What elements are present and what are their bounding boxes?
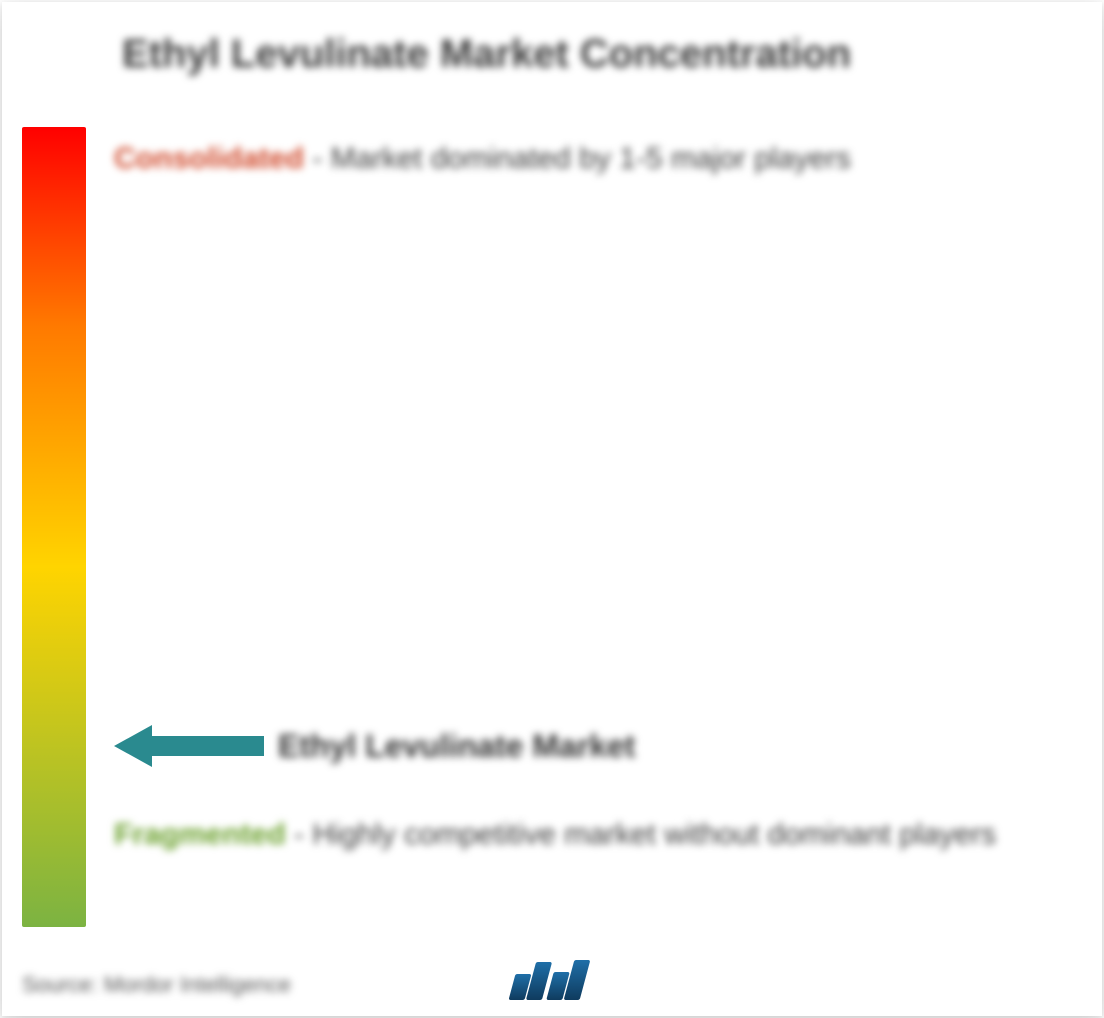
chart-card: Ethyl Levulinate Market Concentration Co… bbox=[2, 2, 1102, 1016]
market-position-label: Ethyl Levulinate Market bbox=[278, 728, 635, 765]
chart-title: Ethyl Levulinate Market Concentration bbox=[122, 32, 1062, 77]
fragmented-description: Fragmented - Highly competitive market w… bbox=[114, 809, 1022, 860]
consolidated-description: Consolidated - Market dominated by 1-5 m… bbox=[114, 133, 1022, 184]
arrow-left-icon bbox=[114, 721, 264, 771]
brand-logo-icon bbox=[512, 956, 585, 1000]
text-column: Consolidated - Market dominated by 1-5 m… bbox=[114, 127, 1062, 927]
chart-content: Consolidated - Market dominated by 1-5 m… bbox=[42, 127, 1062, 927]
source-text: Source: Mordor Intelligence bbox=[22, 972, 291, 998]
consolidated-text: - Market dominated by 1-5 major players bbox=[312, 142, 851, 175]
fragmented-label: Fragmented bbox=[114, 818, 286, 851]
consolidated-label: Consolidated bbox=[114, 142, 304, 175]
concentration-gradient-bar bbox=[22, 127, 86, 927]
market-position-indicator: Ethyl Levulinate Market bbox=[114, 721, 635, 771]
fragmented-text: - Highly competitive market without domi… bbox=[294, 818, 996, 851]
footer: Source: Mordor Intelligence bbox=[22, 972, 1062, 998]
